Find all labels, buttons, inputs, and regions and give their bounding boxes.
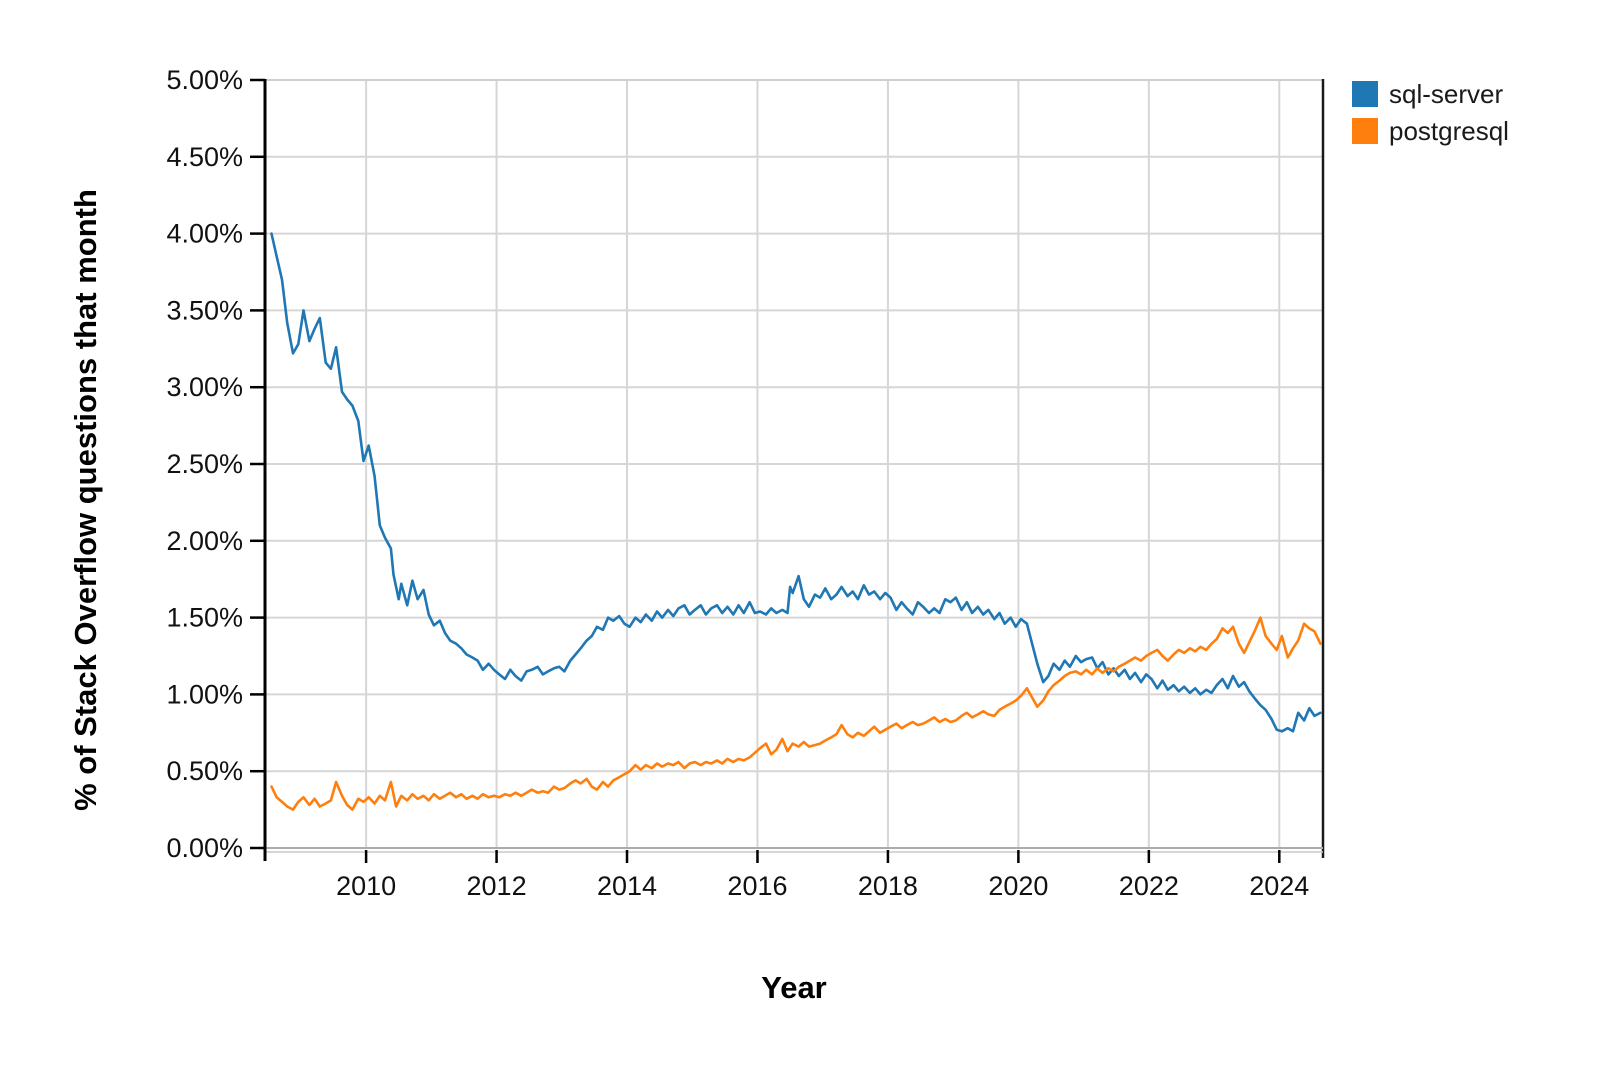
y-tick-label-5.00%: 5.00%	[166, 65, 243, 95]
legend: sql-server postgresql	[1352, 81, 1509, 144]
legend-item-postgresql: postgresql	[1352, 118, 1509, 144]
y-tick-label-2.00%: 2.00%	[166, 526, 243, 556]
legend-label-postgresql: postgresql	[1389, 116, 1509, 146]
y-tick-label-1.00%: 1.00%	[166, 679, 243, 709]
legend-label-sql-server: sql-server	[1389, 79, 1504, 109]
x-tick-label-2016: 2016	[727, 871, 787, 901]
y-tick-label-3.00%: 3.00%	[166, 372, 243, 402]
y-tick-label-0.00%: 0.00%	[166, 833, 243, 863]
y-tick-label-4.00%: 4.00%	[166, 219, 243, 249]
y-tick-label-4.50%: 4.50%	[166, 142, 243, 172]
y-tick-label-2.50%: 2.50%	[166, 449, 243, 479]
x-tick-label-2020: 2020	[988, 871, 1048, 901]
x-tick-label-2018: 2018	[858, 871, 918, 901]
gridlines	[265, 79, 1323, 848]
x-tick-label-2014: 2014	[597, 871, 657, 901]
x-tick-label-2010: 2010	[336, 871, 396, 901]
legend-swatch-sql-server-icon	[1352, 81, 1378, 107]
tick-labels: 0.00% 0.50% 1.00% 1.50% 2.00% 2.50% 3.00% 3.50%…	[166, 65, 1309, 901]
x-tick-label-2024: 2024	[1249, 871, 1309, 901]
axes	[250, 78, 1325, 863]
y-tick-label-3.50%: 3.50%	[166, 295, 243, 325]
legend-item-sql-server: sql-server	[1352, 81, 1509, 107]
x-tick-label-2022: 2022	[1119, 871, 1179, 901]
y-tick-label-1.50%: 1.50%	[166, 603, 243, 633]
x-axis-title: Year	[761, 970, 827, 1005]
y-tick-label-0.50%: 0.50%	[166, 756, 243, 786]
series-lines	[270, 232, 1322, 811]
y-axis-title: % of Stack Overflow questions that month	[68, 189, 103, 811]
legend-swatch-postgresql-icon	[1352, 118, 1378, 144]
series-line-sql-server	[270, 232, 1322, 733]
series-line-postgresql	[270, 616, 1322, 811]
x-tick-label-2012: 2012	[467, 871, 527, 901]
